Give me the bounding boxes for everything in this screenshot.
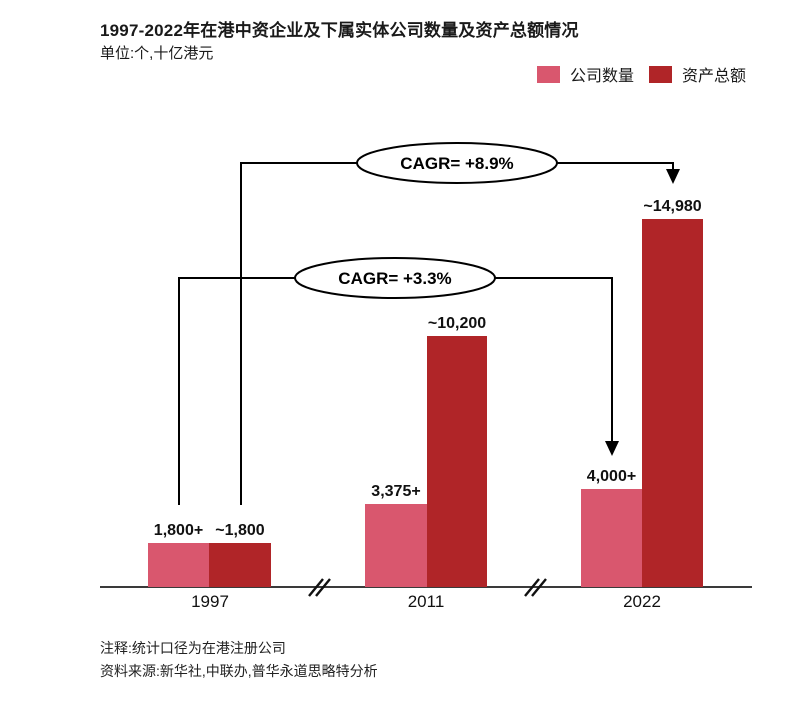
legend-item-company-count: 公司数量 [537,62,634,86]
cagr-connector-companies [178,277,613,505]
legend-item-total-assets: 资产总额 [649,62,746,86]
cagr-ellipse-companies [294,257,496,299]
footnote-note: 注释:统计口径为在港注册公司 [100,640,286,656]
legend-label-company-count: 公司数量 [570,68,635,85]
cagr-assets-label: CAGR= +8.9% [400,154,513,173]
cagr-connector-assets [240,162,674,505]
axis-break-mark-right [524,578,547,597]
axis-break-mark-left [308,578,331,597]
cagr-ellipse-assets [356,142,558,184]
legend-swatch-company-count [537,65,560,83]
cagr-arrowhead-assets [666,169,680,184]
cagr-companies-label: CAGR= +3.3% [338,269,451,288]
x-tick-2022: 2022 [623,592,661,611]
chart-title: 1997-2022年在港中资企业及下属实体公司数量及资产总额情况 [100,21,579,40]
legend: 公司数量 资产总额 [537,62,746,86]
footnote-source: 资料来源:新华社,中联办,普华永道思略特分析 [100,663,378,679]
legend-swatch-total-assets [649,65,673,83]
x-tick-2011: 2011 [407,592,445,611]
legend-label-total-assets: 资产总额 [682,68,747,85]
unit-label: 单位:个,十亿港元 [100,45,214,62]
cagr-arrowhead-companies [605,441,619,456]
x-tick-1997: 1997 [191,592,229,611]
